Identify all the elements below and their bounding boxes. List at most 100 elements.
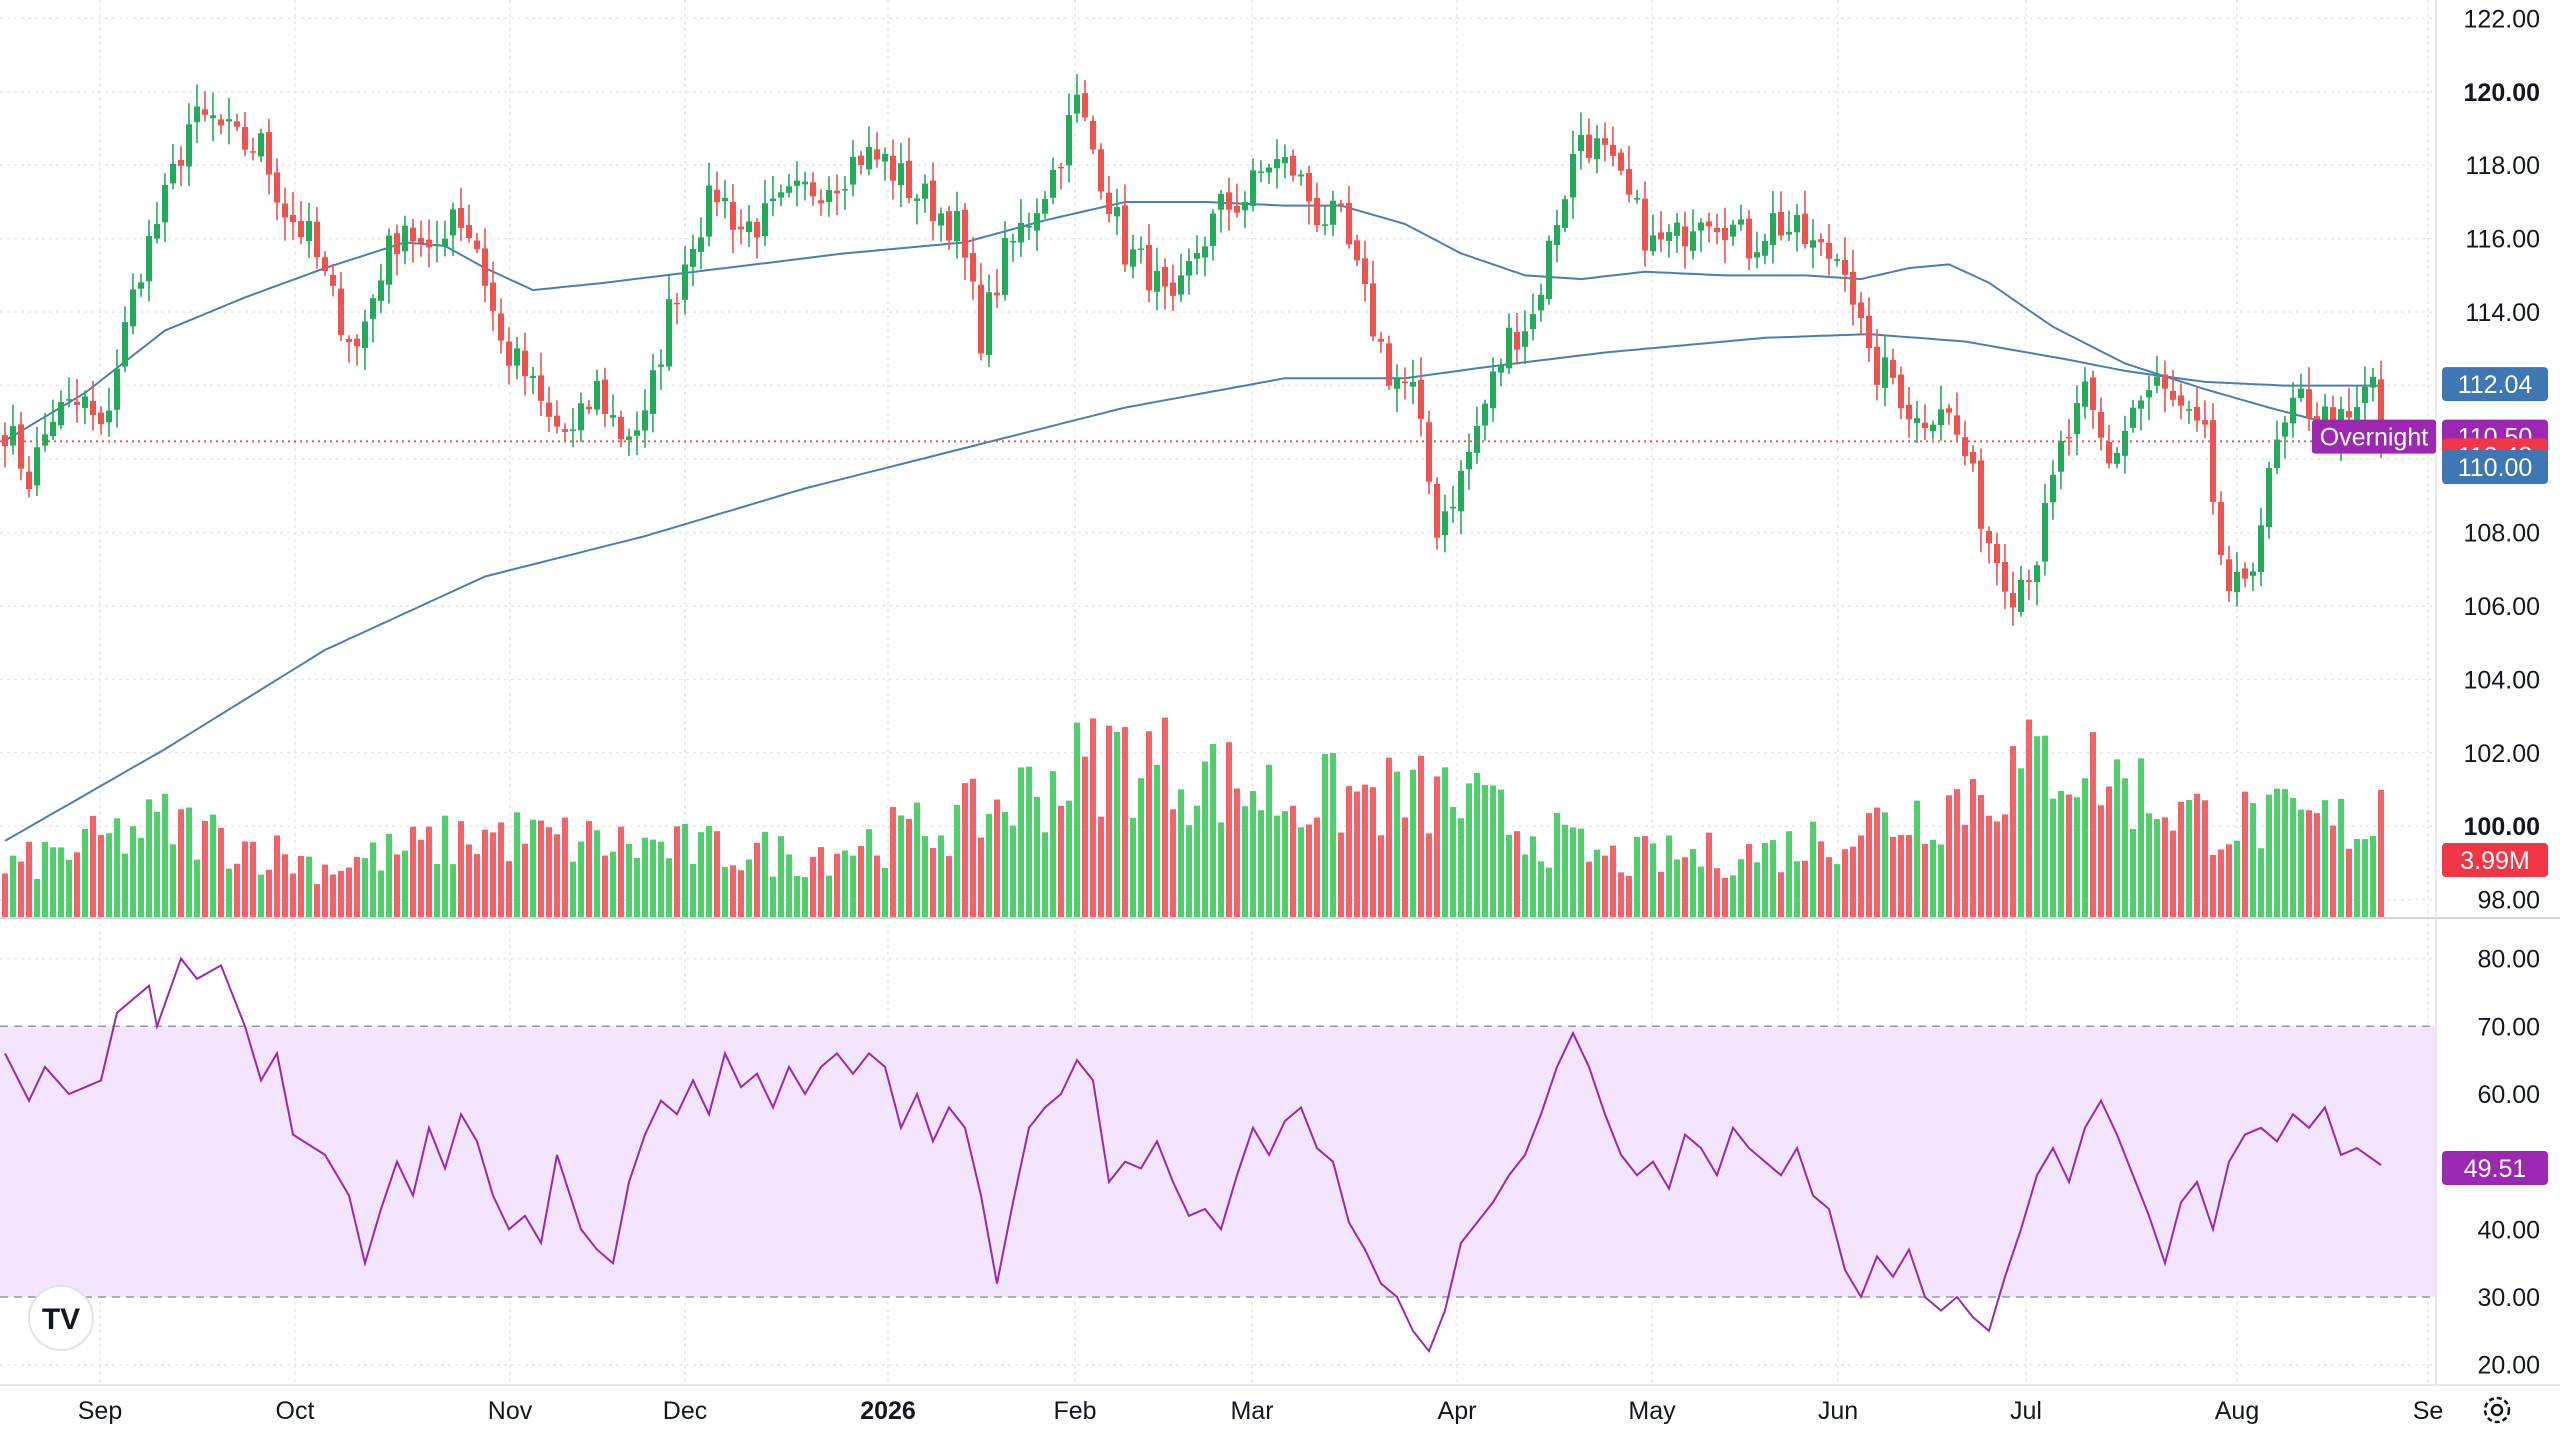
volume-bar [1098,816,1104,918]
volume-bar [1106,725,1112,918]
volume-bar [610,851,616,918]
candle [1082,80,1088,122]
logo-text: TV [42,1303,80,1336]
candle [1738,204,1744,231]
candle [2122,415,2128,474]
volume-bar [1306,824,1312,918]
candle [1666,224,1672,258]
volume-bar [802,877,808,918]
candle-body [1682,226,1688,247]
candle-body [234,121,240,127]
candle [146,219,152,302]
volume-bar [2026,719,2032,918]
candle-body [1434,483,1440,538]
candle [1682,211,1688,269]
volume-bar [1842,849,1848,918]
volume-bar [1826,857,1832,918]
candle [1450,485,1456,523]
volume-bar [2138,758,2144,918]
volume-bar [818,847,824,918]
volume-bar [1666,835,1672,918]
volume-bar [1450,807,1456,918]
price-tick-label: 114.00 [2465,299,2540,327]
candle [1050,157,1056,205]
volume-bar [490,832,496,918]
volume-bar [66,859,72,918]
volume-bar [546,827,552,918]
candle-body [1242,202,1248,211]
candle-body [1002,238,1008,295]
candle [2154,355,2160,394]
volume-bar [474,854,480,918]
candle [1170,264,1176,312]
volume-bar [1978,795,1984,918]
candle [1442,494,1448,553]
candle [202,91,208,122]
volume-bar [1362,784,1368,918]
candle-body [410,227,416,242]
candle-body [610,415,616,418]
volume-bar [450,864,456,918]
volume-bar [2266,794,2272,918]
candle [490,261,496,331]
candle [1898,366,1904,420]
candle-body [1258,171,1264,173]
volume-bar [986,813,992,918]
volume-bar [2066,794,2072,918]
volume-bar [602,855,608,918]
candle [442,220,448,257]
volume-bar [842,850,848,918]
candle [1330,190,1336,237]
volume-bar [146,799,152,918]
candle [1770,191,1776,264]
candle [1962,420,1968,466]
candle-body [434,244,440,246]
candle [410,218,416,263]
candle-body [706,185,712,237]
candle [2250,562,2256,592]
candle-body [1898,374,1904,409]
candle-body [802,181,808,185]
volume-bar [2322,800,2328,918]
rsi-band [0,1026,2436,1298]
candle-body [1866,315,1872,349]
candle-body [2098,411,2104,438]
candle [1538,283,1544,322]
volume-bar [2130,829,2136,918]
candle-body [810,182,816,197]
volume-bar [362,858,368,918]
volume-bar [930,847,936,918]
candle [1714,213,1720,245]
candle-body [1306,172,1312,202]
candle [1226,177,1232,231]
volume-bar [1338,832,1344,918]
candle-body [1386,343,1392,386]
candle-body [394,233,400,255]
gear-icon[interactable] [2483,1396,2511,1424]
candle-body [586,406,592,410]
time-axis-labels[interactable]: Sep Oct Nov Dec 2026 Feb Mar Apr May Jun Jul Aug Se [78,1397,2444,1425]
volume-bar [1234,788,1240,918]
candle-body [1810,240,1816,248]
candle [1002,221,1008,301]
volume-bar [1818,841,1824,918]
volume-bar [1626,876,1632,918]
candle [434,220,440,263]
candle [1434,477,1440,550]
candle [2186,400,2192,424]
candle-body [2178,395,2184,406]
volume-bar [1594,849,1600,918]
candle-body [1530,314,1536,330]
volume-bar [2194,793,2200,918]
candle [1482,399,1488,441]
candle [770,176,776,217]
rsi-tick-label: 60.00 [2477,1081,2540,1109]
candle-body [2146,390,2152,398]
candle-body [786,186,792,193]
candle-body [954,210,960,242]
candle [2010,571,2016,626]
candle-body [1210,213,1216,246]
volume-bar [506,861,512,918]
tradingview-logo[interactable]: TV [28,1285,94,1351]
